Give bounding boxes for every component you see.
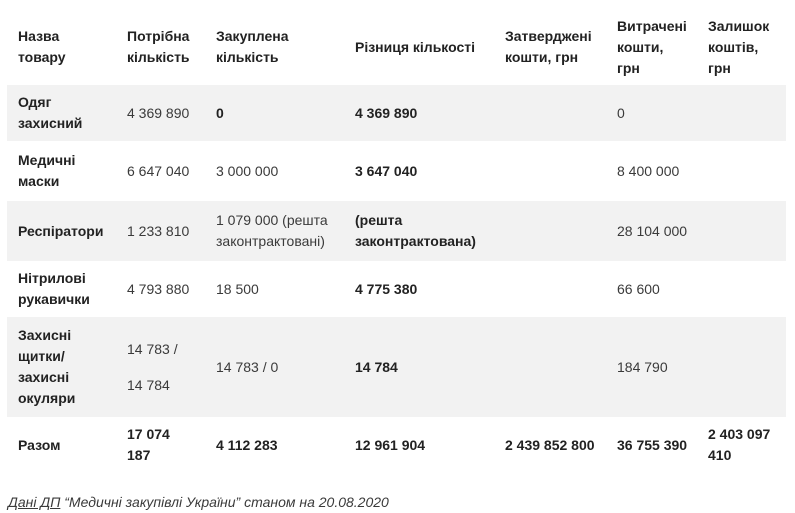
source-text: “Медичні закупівлі України” станом на 20… (60, 494, 389, 510)
cell-product-name: Медичні маски (18, 152, 76, 189)
header-required-qty: Потрібна кількість (127, 28, 190, 65)
cell-required-qty: 1 233 810 (127, 222, 190, 239)
cell-purchased-qty: 14 783 / 0 (216, 358, 279, 375)
header-product-name: Назва товару (18, 28, 66, 65)
line-gap (127, 360, 197, 375)
table-row: Респіратори 1 233 810 1 079 000 (решта з… (7, 201, 786, 261)
required-qty-line: 14 784 (127, 376, 170, 393)
source-note: Дані ДП “Медичні закупівлі України” стан… (8, 494, 389, 510)
cell-product-name: Респіратори (18, 222, 104, 239)
header-spent-funds: Витрачені кошти, грн (617, 17, 687, 76)
cell-remaining-funds (697, 317, 786, 417)
cell-required-qty: 17 074 187 (127, 426, 170, 463)
cell-approved-funds (494, 141, 606, 201)
header-purchased-qty: Закуплена кількість (216, 28, 289, 65)
cell-approved-funds (494, 317, 606, 417)
cell-qty-difference: (решта законтрактована) (355, 212, 476, 249)
cell-approved-funds (494, 261, 606, 317)
table-row: Медичні маски 6 647 040 3 000 000 3 647 … (7, 141, 786, 201)
cell-qty-difference: 3 647 040 (355, 162, 418, 179)
cell-remaining-funds (697, 261, 786, 317)
cell-approved-funds (494, 85, 606, 141)
source-link[interactable]: Дані ДП (8, 494, 61, 510)
cell-purchased-qty: 1 079 000 (решта законтрактовані) (216, 212, 328, 249)
cell-spent-funds: 184 790 (617, 358, 668, 375)
cell-spent-funds: 66 600 (617, 280, 660, 297)
table-row: Захисні щитки/ захисні окуляри 14 783 / … (7, 317, 786, 417)
cell-required-qty: 6 647 040 (127, 162, 190, 179)
cell-qty-difference: 14 784 (355, 358, 398, 375)
cell-product-name: Одяг захисний (18, 94, 83, 131)
table-row: Одяг захисний 4 369 890 0 4 369 890 0 (7, 85, 786, 141)
cell-product-name: Захисні щитки/ захисні окуляри (18, 327, 76, 406)
cell-qty-difference: 4 775 380 (355, 280, 418, 297)
cell-spent-funds: 28 104 000 (617, 222, 688, 239)
cell-purchased-qty: 0 (216, 104, 224, 121)
header-qty-difference: Різниця кількості (355, 38, 476, 55)
cell-required-qty: 4 369 890 (127, 104, 190, 121)
cell-purchased-qty: 4 112 283 (216, 436, 278, 453)
cell-product-name: Нітрилові рукавички (18, 270, 90, 307)
header-approved-funds: Затверджені кошти, грн (505, 28, 592, 65)
cell-remaining-funds (697, 141, 786, 201)
cell-spent-funds: 0 (617, 104, 625, 121)
table-header-row: Назва товару Потрібна кількість Закуплен… (7, 9, 786, 85)
cell-remaining-funds: 2 403 097 410 (708, 426, 771, 463)
table-row: Нітрилові рукавички 4 793 880 18 500 4 7… (7, 261, 786, 317)
cell-qty-difference: 12 961 904 (355, 436, 426, 453)
cell-spent-funds: 8 400 000 (617, 162, 680, 179)
cell-approved-funds: 2 439 852 800 (505, 436, 595, 453)
cell-purchased-qty: 18 500 (216, 280, 259, 297)
table-total-row: Разом 17 074 187 4 112 283 12 961 904 2 … (7, 417, 786, 473)
header-remaining-funds: Залишок коштів, грн (708, 17, 770, 76)
cell-spent-funds: 36 755 390 (617, 436, 688, 453)
cell-total-label: Разом (18, 436, 61, 453)
cell-purchased-qty: 3 000 000 (216, 162, 279, 179)
cell-required-qty: 14 783 / 14 784 (116, 317, 205, 417)
cell-remaining-funds (697, 201, 786, 261)
required-qty-line: 14 783 / (127, 340, 178, 357)
cell-remaining-funds (697, 85, 786, 141)
cell-approved-funds (494, 201, 606, 261)
procurement-table: Назва товару Потрібна кількість Закуплен… (7, 9, 786, 473)
cell-qty-difference: 4 369 890 (355, 104, 418, 121)
cell-required-qty: 4 793 880 (127, 280, 190, 297)
